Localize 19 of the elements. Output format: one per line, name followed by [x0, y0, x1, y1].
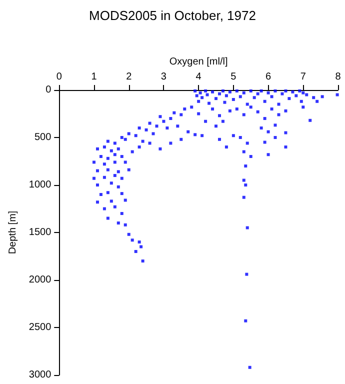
y-tick-label: 3000 [28, 370, 52, 380]
chart-title: MODS2005 in October, 1972 [89, 8, 256, 23]
x-tick-label: 1 [91, 72, 98, 82]
x-tick-label: 2 [126, 72, 132, 82]
y-tick-label: 500 [34, 132, 52, 143]
x-tick-label: 3 [160, 72, 167, 82]
y-tick-label: 1000 [28, 180, 52, 190]
y-axis-title: Depth [m] [8, 210, 18, 254]
x-tick-label: 0 [56, 72, 62, 82]
x-tick-label: 7 [300, 72, 306, 82]
x-tick-label: 6 [266, 72, 272, 82]
y-tick-label: 2500 [28, 322, 52, 333]
x-tick-label: 5 [230, 72, 237, 82]
y-tick-label: 2000 [28, 274, 52, 286]
x-tick-label: 8 [335, 72, 342, 82]
y-tick-label: 0 [46, 84, 52, 96]
x-tick-label: 4 [196, 72, 202, 82]
x-axis-title: Oxygen [ml/l] [169, 56, 228, 68]
y-tick-label: 1500 [28, 227, 52, 238]
